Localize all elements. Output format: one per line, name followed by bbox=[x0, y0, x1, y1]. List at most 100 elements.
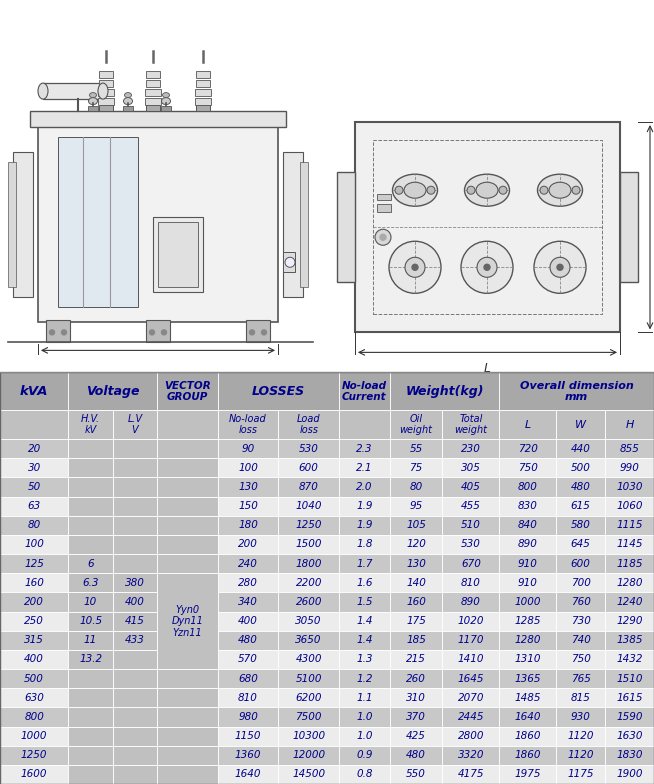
Bar bbox=[69, 650, 112, 669]
Text: H: H bbox=[625, 419, 634, 430]
Text: 1250: 1250 bbox=[296, 521, 322, 530]
Bar bbox=[499, 496, 556, 516]
Text: 1170: 1170 bbox=[458, 635, 484, 645]
Text: 480: 480 bbox=[406, 750, 426, 760]
Circle shape bbox=[427, 187, 435, 194]
Bar bbox=[605, 516, 654, 535]
Bar bbox=[339, 410, 390, 439]
Bar bbox=[112, 516, 157, 535]
Bar bbox=[112, 688, 157, 707]
Text: 30: 30 bbox=[27, 463, 41, 473]
Bar bbox=[605, 439, 654, 458]
Text: 1.8: 1.8 bbox=[356, 539, 373, 550]
Text: 6200: 6200 bbox=[296, 693, 322, 702]
Bar bbox=[279, 496, 339, 516]
Bar bbox=[279, 573, 339, 593]
Bar bbox=[112, 765, 157, 784]
Text: 400: 400 bbox=[238, 616, 258, 626]
Bar bbox=[390, 593, 443, 612]
Circle shape bbox=[477, 257, 497, 278]
Bar bbox=[605, 573, 654, 593]
Bar bbox=[556, 707, 605, 727]
Bar bbox=[373, 140, 602, 314]
Text: 500: 500 bbox=[24, 673, 44, 684]
Text: 840: 840 bbox=[518, 521, 538, 530]
Circle shape bbox=[150, 330, 154, 335]
Bar bbox=[157, 765, 218, 784]
Bar bbox=[605, 496, 654, 516]
Text: 530: 530 bbox=[461, 539, 481, 550]
Bar bbox=[279, 612, 339, 630]
Text: 160: 160 bbox=[24, 578, 44, 588]
Text: 1280: 1280 bbox=[616, 578, 643, 588]
Bar bbox=[443, 727, 499, 746]
Text: L: L bbox=[484, 362, 491, 376]
Bar bbox=[146, 105, 160, 111]
Bar bbox=[605, 410, 654, 439]
Bar bbox=[390, 573, 443, 593]
Text: 10.5: 10.5 bbox=[79, 616, 102, 626]
Text: 260: 260 bbox=[406, 673, 426, 684]
Text: 200: 200 bbox=[238, 539, 258, 550]
Text: 1.6: 1.6 bbox=[356, 578, 373, 588]
Ellipse shape bbox=[464, 174, 509, 206]
Bar bbox=[218, 458, 279, 477]
Text: 130: 130 bbox=[238, 482, 258, 492]
Bar bbox=[390, 650, 443, 669]
Text: 2600: 2600 bbox=[296, 597, 322, 607]
Bar bbox=[218, 573, 279, 593]
Circle shape bbox=[375, 229, 391, 245]
Text: 1640: 1640 bbox=[515, 712, 541, 722]
Text: 1640: 1640 bbox=[235, 769, 262, 779]
Bar bbox=[279, 688, 339, 707]
Bar bbox=[605, 746, 654, 765]
Circle shape bbox=[499, 187, 507, 194]
Bar bbox=[443, 516, 499, 535]
Ellipse shape bbox=[124, 97, 133, 104]
Text: 570: 570 bbox=[238, 655, 258, 665]
Bar bbox=[112, 439, 157, 458]
Text: 4300: 4300 bbox=[296, 655, 322, 665]
Bar bbox=[279, 650, 339, 669]
Circle shape bbox=[550, 257, 570, 278]
Bar bbox=[0, 496, 69, 516]
Bar bbox=[0, 573, 69, 593]
Bar bbox=[112, 573, 157, 593]
Ellipse shape bbox=[476, 182, 498, 198]
Text: 1360: 1360 bbox=[235, 750, 262, 760]
Text: 185: 185 bbox=[406, 635, 426, 645]
Bar bbox=[99, 80, 113, 87]
Bar bbox=[390, 410, 443, 439]
Bar bbox=[443, 707, 499, 727]
Bar bbox=[443, 746, 499, 765]
Text: 1150: 1150 bbox=[235, 731, 262, 741]
Bar bbox=[112, 727, 157, 746]
Text: 1240: 1240 bbox=[616, 597, 643, 607]
Text: 6.3: 6.3 bbox=[82, 578, 99, 588]
Text: 0.9: 0.9 bbox=[356, 750, 373, 760]
Bar bbox=[443, 410, 499, 439]
Bar bbox=[283, 152, 303, 297]
Circle shape bbox=[461, 241, 513, 293]
Text: 1615: 1615 bbox=[616, 693, 643, 702]
Bar bbox=[218, 516, 279, 535]
Text: 1510: 1510 bbox=[616, 673, 643, 684]
Text: 500: 500 bbox=[570, 463, 591, 473]
Bar bbox=[69, 612, 112, 630]
Text: 800: 800 bbox=[24, 712, 44, 722]
Text: 1040: 1040 bbox=[296, 501, 322, 511]
Bar bbox=[339, 535, 390, 554]
Text: 855: 855 bbox=[619, 444, 640, 454]
Bar bbox=[556, 593, 605, 612]
Text: 670: 670 bbox=[461, 559, 481, 568]
Text: 200: 200 bbox=[24, 597, 44, 607]
Bar bbox=[279, 554, 339, 573]
Bar bbox=[605, 669, 654, 688]
Bar bbox=[556, 612, 605, 630]
Bar bbox=[279, 727, 339, 746]
Text: 455: 455 bbox=[461, 501, 481, 511]
Bar bbox=[112, 630, 157, 650]
Text: 440: 440 bbox=[570, 444, 591, 454]
Bar bbox=[0, 727, 69, 746]
Bar bbox=[279, 593, 339, 612]
